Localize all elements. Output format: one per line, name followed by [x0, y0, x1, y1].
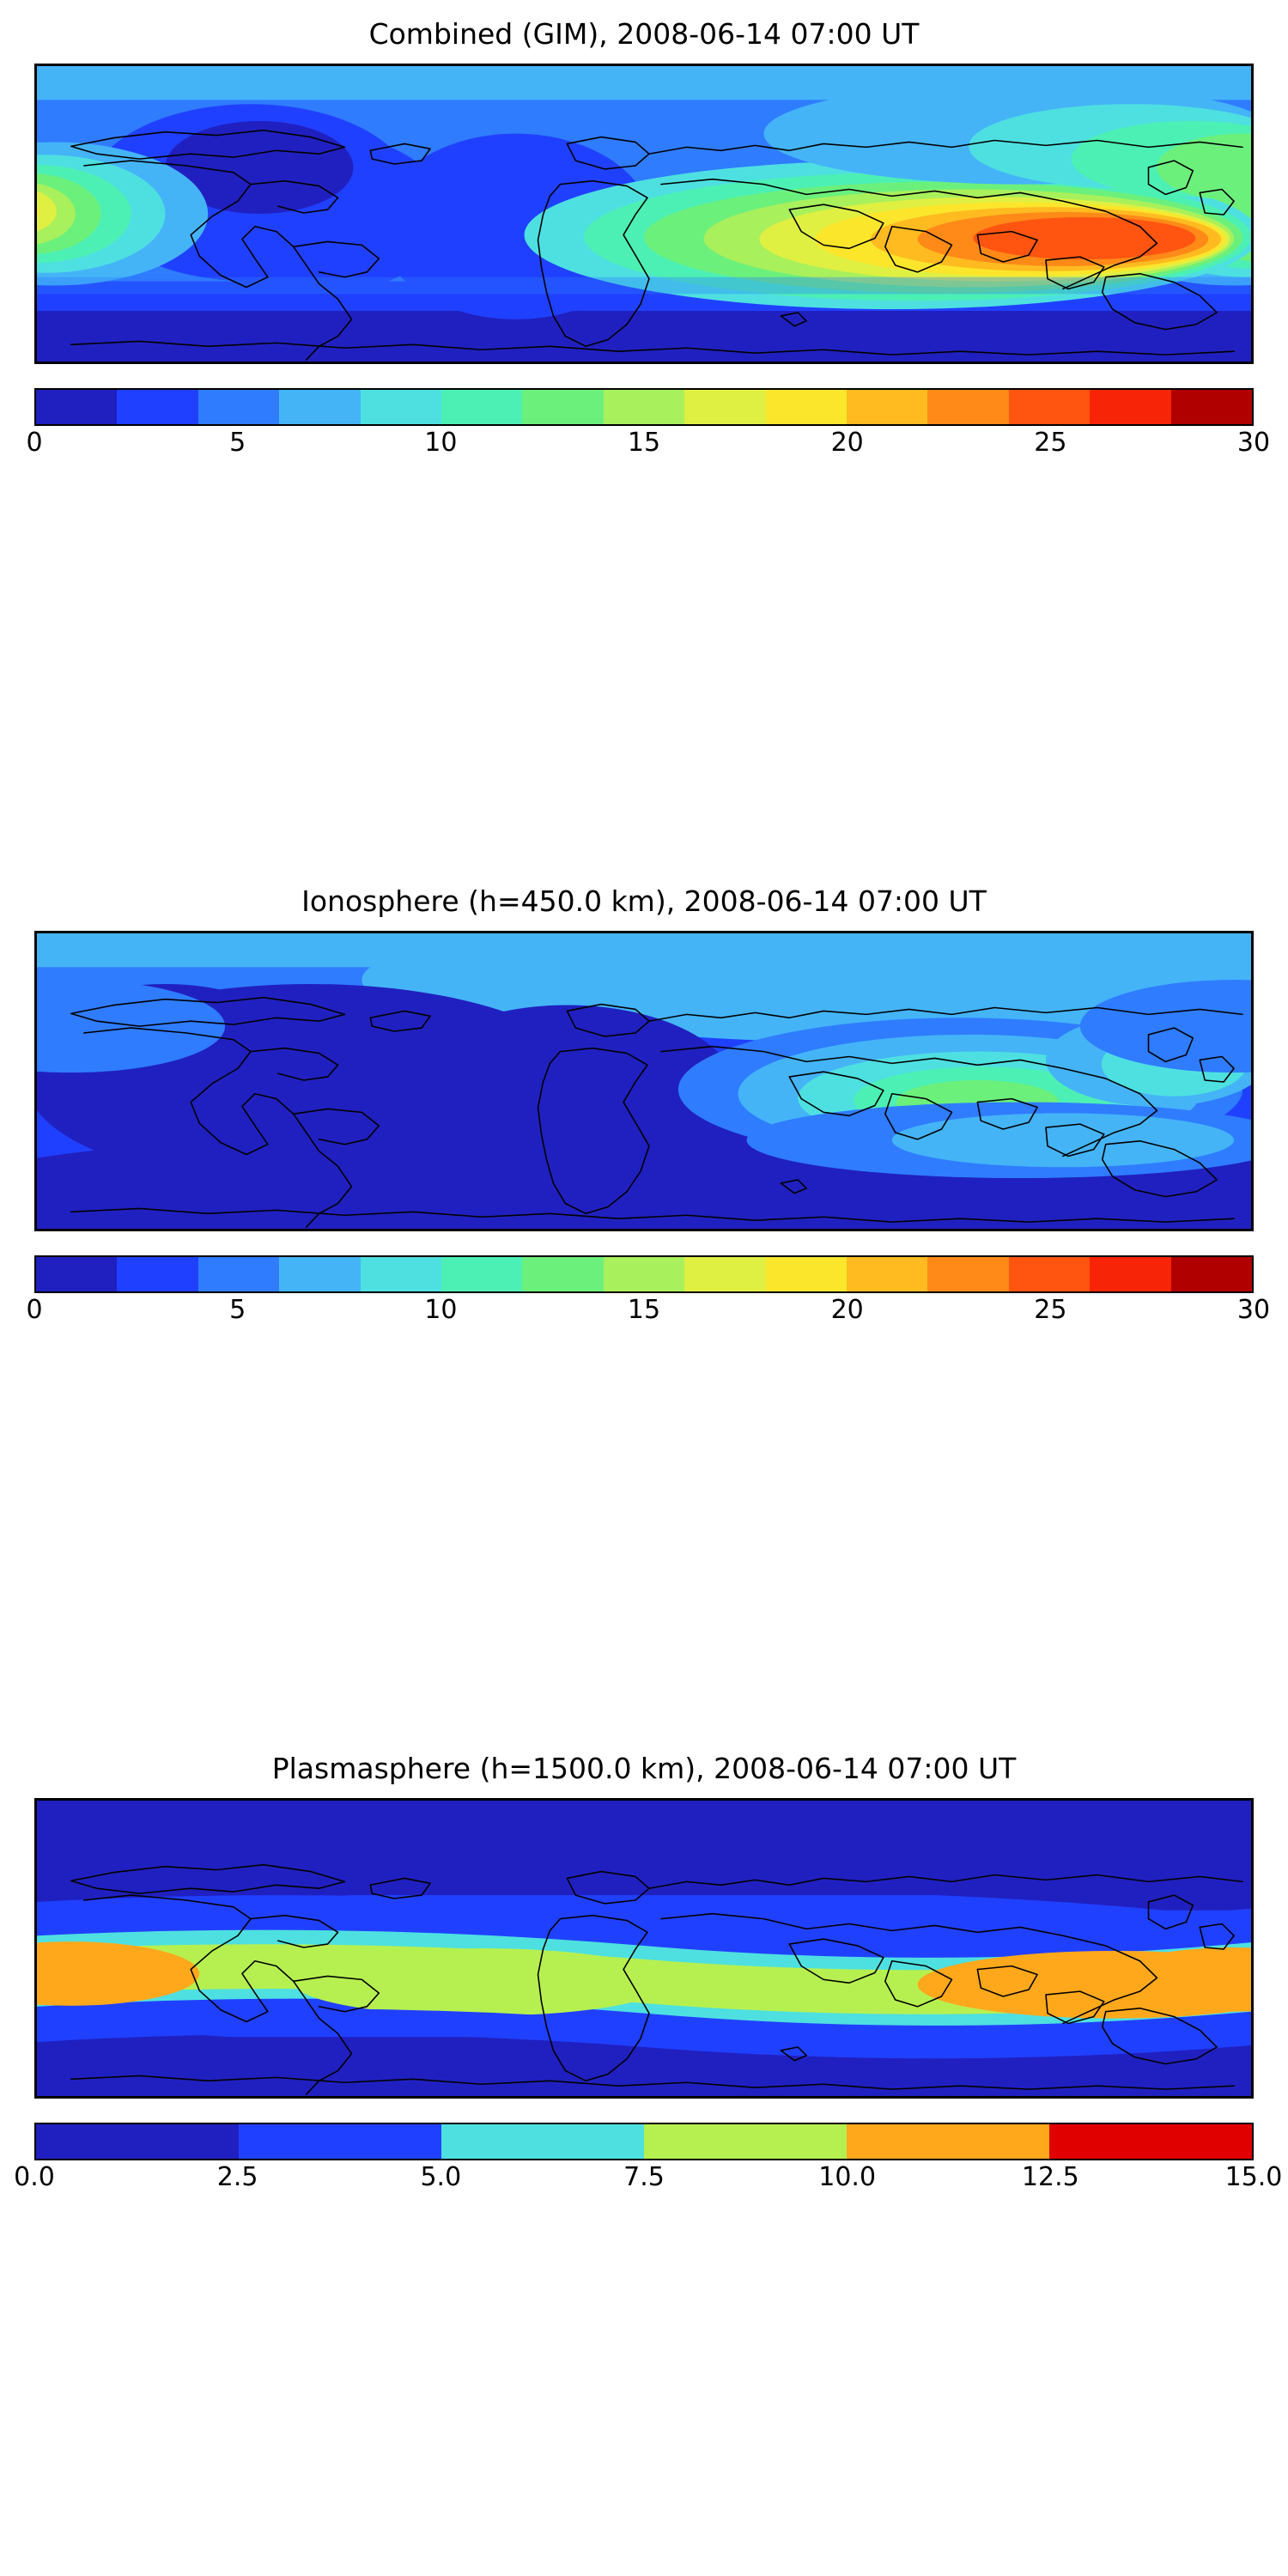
map-plasmasphere [34, 1798, 1254, 2099]
tick-label: 2.5 [216, 2162, 258, 2193]
tick-label: 30 [1236, 428, 1271, 459]
panel-plasmasphere: Plasmasphere (h=1500.0 km), 2008-06-14 0… [0, 1753, 1288, 2198]
panel-title-ionosphere: Ionosphere (h=450.0 km), 2008-06-14 07:0… [301, 884, 987, 918]
tick-label: 15.0 [1224, 2162, 1283, 2193]
tick-label: 15 [627, 1295, 661, 1326]
colorbar-combined [34, 388, 1254, 427]
tick-label: 30 [1236, 1295, 1271, 1326]
tick-label: 25 [1034, 428, 1067, 459]
tick-label: 0 [26, 1295, 43, 1326]
map-ionosphere-svg [37, 933, 1251, 1230]
tick-label: 0.0 [14, 2162, 55, 2193]
tick-label: 0 [26, 428, 43, 459]
tick-label: 20 [830, 428, 864, 459]
panel-title-combined: Combined (GIM), 2008-06-14 07:00 UT [368, 17, 920, 51]
tick-label: 25 [1034, 1295, 1067, 1326]
panel-ionosphere: Ionosphere (h=450.0 km), 2008-06-14 07:0… [0, 884, 1288, 1331]
panel-title-plasmasphere: Plasmasphere (h=1500.0 km), 2008-06-14 0… [271, 1752, 1017, 1785]
colorbar-plasmasphere-ticks: 0.0 2.5 5.0 7.5 10.0 12.5 15.0 [14, 2160, 1282, 2198]
tick-label: 12.5 [1021, 2162, 1079, 2193]
tick-label: 10.0 [818, 2162, 877, 2193]
colorbar-plasmasphere-gradient [34, 2123, 1254, 2161]
tick-label: 20 [830, 1295, 864, 1326]
tick-label: 15 [627, 428, 661, 459]
tick-label: 5.0 [420, 2162, 462, 2193]
colorbar-ionosphere-ticks: 0 5 10 15 20 25 30 [26, 1293, 1270, 1331]
colorbar-ionosphere-gradient [34, 1255, 1254, 1294]
colorbar-ionosphere [34, 1255, 1254, 1294]
tick-label: 7.5 [623, 2162, 665, 2193]
map-plasmasphere-svg [37, 1801, 1251, 2097]
tick-label: 10 [424, 428, 458, 459]
tick-label: 5 [229, 1295, 246, 1326]
tick-label: 5 [229, 428, 246, 459]
colorbar-plasmasphere [34, 2123, 1254, 2161]
map-ionosphere [34, 931, 1254, 1232]
panel-combined-gim: Combined (GIM), 2008-06-14 07:00 UT [0, 17, 1288, 464]
colorbar-combined-ticks: 0 5 10 15 20 25 30 [26, 426, 1270, 464]
colorbar-combined-gradient [34, 388, 1254, 427]
map-combined-gim [34, 64, 1254, 365]
tick-label: 10 [424, 1295, 458, 1326]
map-combined-svg [37, 66, 1251, 362]
